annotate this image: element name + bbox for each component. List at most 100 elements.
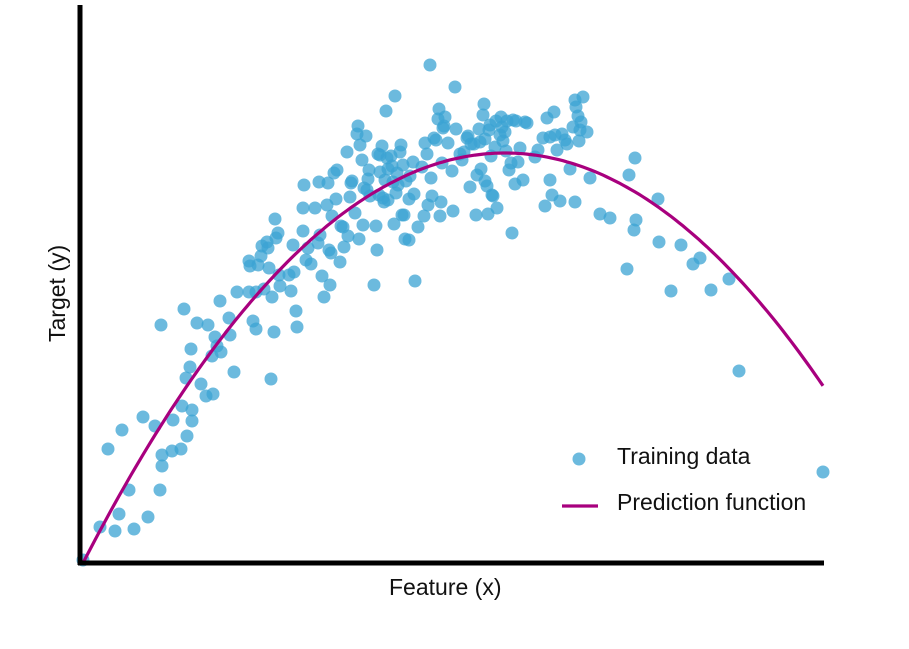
data-point <box>343 190 357 204</box>
data-point <box>520 116 534 130</box>
data-point <box>330 163 344 177</box>
data-point <box>112 507 126 521</box>
data-point <box>580 125 594 139</box>
data-point <box>408 274 422 288</box>
data-point <box>560 137 574 151</box>
data-point <box>127 522 141 536</box>
data-point <box>499 144 513 158</box>
data-point <box>101 442 115 456</box>
data-point <box>166 413 180 427</box>
data-point <box>379 104 393 118</box>
data-point <box>362 163 376 177</box>
data-point <box>369 219 383 233</box>
data-point <box>175 399 189 413</box>
data-point <box>183 360 197 374</box>
data-point <box>505 226 519 240</box>
data-point <box>463 180 477 194</box>
data-point <box>290 320 304 334</box>
data-point <box>490 201 504 215</box>
data-point <box>583 171 597 185</box>
data-point <box>420 147 434 161</box>
data-point <box>297 178 311 192</box>
data-point <box>387 217 401 231</box>
data-point <box>262 261 276 275</box>
data-point <box>264 372 278 386</box>
data-point <box>396 158 410 172</box>
data-point <box>308 201 322 215</box>
data-point <box>722 272 736 286</box>
data-point <box>411 220 425 234</box>
data-point <box>289 304 303 318</box>
data-point <box>704 283 718 297</box>
data-point <box>417 209 431 223</box>
data-point <box>628 151 642 165</box>
data-point <box>296 201 310 215</box>
data-point <box>477 97 491 111</box>
data-point <box>553 194 567 208</box>
data-point <box>284 284 298 298</box>
data-point <box>352 232 366 246</box>
data-point <box>498 125 512 139</box>
data-point <box>261 241 275 255</box>
x-axis-label: Feature (x) <box>389 574 502 600</box>
data-point <box>356 218 370 232</box>
data-point <box>313 228 327 242</box>
data-point <box>296 224 310 238</box>
data-point <box>115 423 129 437</box>
data-point <box>424 171 438 185</box>
data-point <box>474 162 488 176</box>
data-point <box>732 364 746 378</box>
data-point <box>206 387 220 401</box>
data-point <box>153 483 167 497</box>
data-point <box>155 459 169 473</box>
data-point <box>154 318 168 332</box>
data-point <box>693 251 707 265</box>
data-point <box>593 207 607 221</box>
data-point <box>531 143 545 157</box>
data-point <box>433 209 447 223</box>
data-point <box>108 524 122 538</box>
data-point <box>180 429 194 443</box>
data-point <box>337 240 351 254</box>
data-point <box>651 192 665 206</box>
data-point <box>445 164 459 178</box>
data-point <box>267 325 281 339</box>
data-point <box>486 189 500 203</box>
data-point <box>329 192 343 206</box>
data-point <box>449 122 463 136</box>
data-point <box>230 285 244 299</box>
data-point <box>375 139 389 153</box>
data-point <box>355 153 369 167</box>
data-point <box>563 162 577 176</box>
data-point <box>315 269 329 283</box>
prediction-curve <box>81 151 825 564</box>
data-point <box>184 342 198 356</box>
data-point <box>438 110 452 124</box>
data-point <box>423 58 437 72</box>
data-point <box>622 168 636 182</box>
data-point <box>674 238 688 252</box>
data-point <box>286 238 300 252</box>
data-point <box>367 278 381 292</box>
data-point <box>446 204 460 218</box>
data-point <box>141 510 155 524</box>
data-point <box>574 115 588 129</box>
data-point <box>271 226 285 240</box>
data-point <box>397 208 411 222</box>
data-point <box>603 211 617 225</box>
data-point <box>265 290 279 304</box>
data-point <box>568 195 582 209</box>
data-point <box>547 105 561 119</box>
data-point <box>543 173 557 187</box>
data-point <box>304 257 318 271</box>
data-point <box>273 279 287 293</box>
data-point <box>185 403 199 417</box>
data-point <box>201 318 215 332</box>
data-point <box>550 143 564 157</box>
data-point <box>620 262 634 276</box>
legend-marker-training <box>572 452 586 466</box>
training-data-points <box>76 58 830 567</box>
data-point <box>340 145 354 159</box>
data-point <box>190 316 204 330</box>
data-point <box>227 365 241 379</box>
